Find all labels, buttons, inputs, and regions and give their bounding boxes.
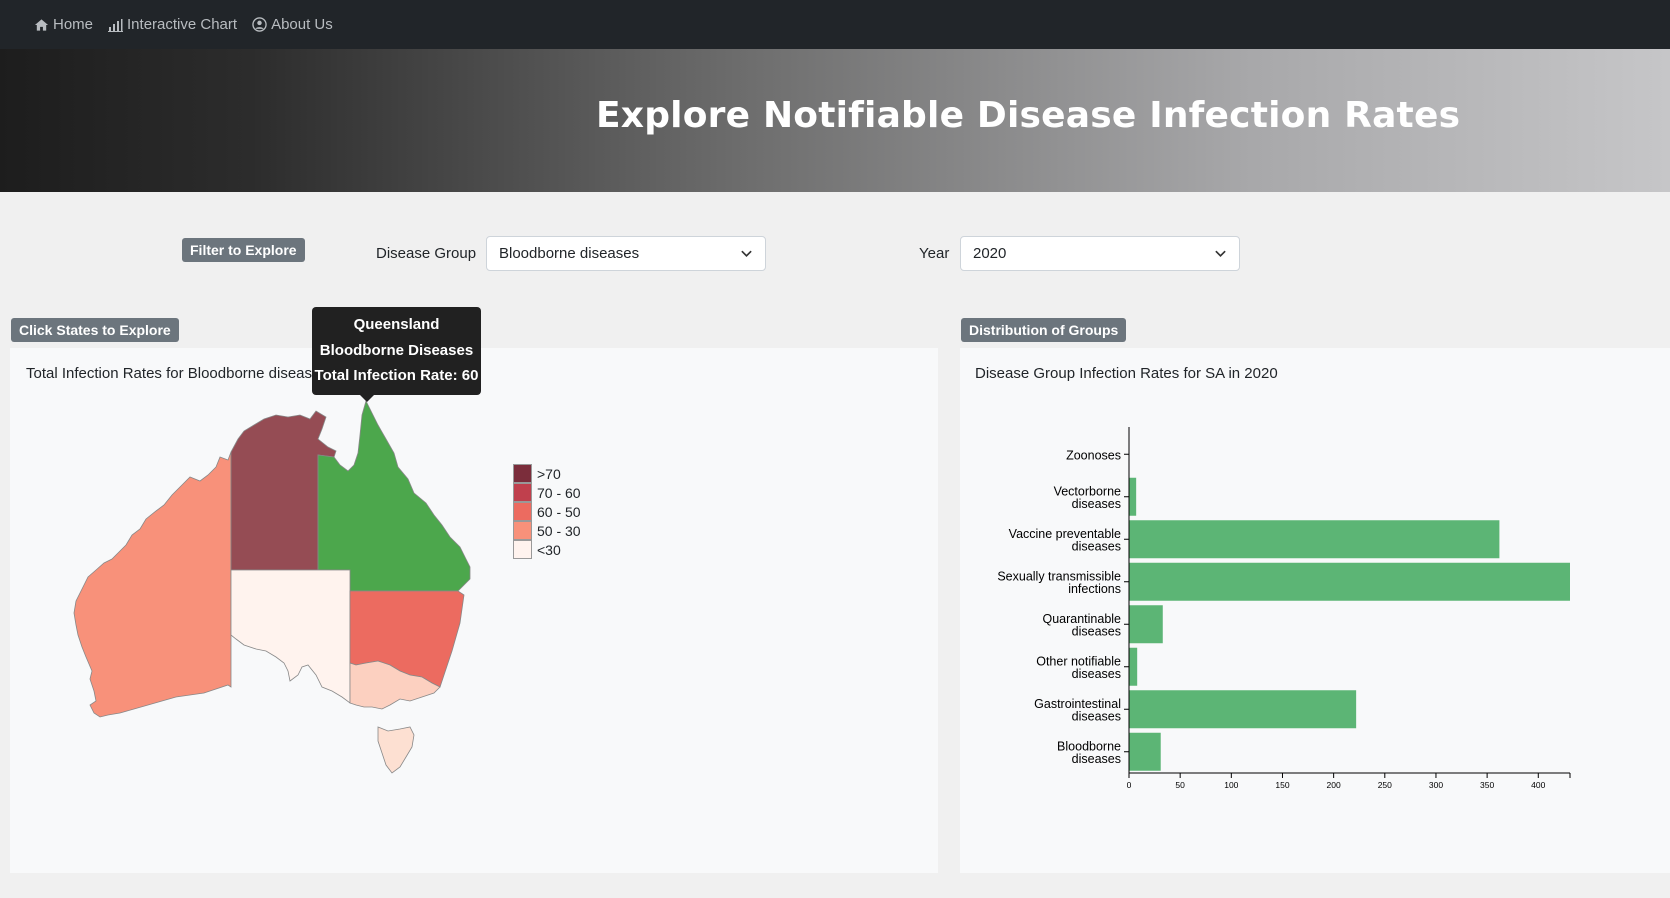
legend-label: 70 - 60 (537, 484, 581, 501)
year-label: Year (919, 245, 950, 262)
map-panel-badge: Click States to Explore (11, 318, 179, 342)
x-tick-label: 400 (1531, 780, 1545, 790)
hero-banner: Explore Notifiable Disease Infection Rat… (0, 49, 1670, 192)
y-tick-label: Gastrointestinal (1034, 697, 1121, 711)
page-title: Explore Notifiable Disease Infection Rat… (596, 95, 1461, 136)
nav-interactive-chart[interactable]: Interactive Chart (108, 16, 237, 33)
user-circle-icon (252, 17, 267, 32)
nav-interactive-chart-label: Interactive Chart (127, 16, 238, 33)
tooltip-group: Bloodborne Diseases (319, 341, 474, 359)
legend-swatch (513, 540, 532, 559)
y-tick-label: diseases (1072, 752, 1121, 766)
x-tick-label: 300 (1429, 780, 1443, 790)
map-legend: >70 70 - 60 60 - 50 50 - 30 <30 (513, 464, 581, 559)
legend-item: 70 - 60 (513, 483, 581, 502)
y-tick-label: Bloodborne (1057, 740, 1121, 754)
disease-group-value: Bloodborne diseases (499, 245, 640, 262)
y-tick-label: diseases (1072, 497, 1121, 511)
disease-group-label: Disease Group (376, 245, 477, 262)
legend-item: 50 - 30 (513, 521, 581, 540)
x-tick-label: 50 (1175, 780, 1185, 790)
y-tick-label: Vaccine preventable (1009, 527, 1121, 541)
state-victoria[interactable] (349, 660, 441, 710)
legend-swatch (513, 502, 532, 521)
chevron-down-icon (1215, 250, 1226, 258)
y-tick-label: Quarantinable (1042, 612, 1121, 626)
y-tick-label: Other notifiable (1036, 655, 1121, 669)
bar (1129, 477, 1137, 516)
tooltip-arrow (360, 395, 374, 402)
legend-label: >70 (537, 465, 561, 482)
disease-group-select[interactable]: Bloodborne diseases (486, 236, 766, 271)
x-tick-label: 150 (1275, 780, 1289, 790)
bar (1129, 562, 1570, 601)
bar (1129, 690, 1357, 729)
state-south-australia[interactable] (230, 569, 351, 704)
legend-swatch (513, 464, 532, 483)
legend-item: 60 - 50 (513, 502, 581, 521)
x-tick-label: 200 (1327, 780, 1341, 790)
legend-label: 60 - 50 (537, 503, 581, 520)
legend-swatch (513, 483, 532, 502)
navbar: Home Interactive Chart About Us (0, 0, 1670, 49)
map-title: Total Infection Rates for Bloodborne dis… (26, 365, 382, 382)
legend-item: <30 (513, 540, 581, 559)
state-tasmania[interactable] (377, 726, 415, 774)
home-icon (34, 18, 49, 31)
state-western-australia[interactable] (73, 451, 232, 718)
x-tick-label: 350 (1480, 780, 1494, 790)
bar-panel-badge: Distribution of Groups (961, 318, 1127, 342)
nav-about-us-label: About Us (271, 16, 333, 33)
chevron-down-icon (741, 250, 752, 258)
x-tick-label: 0 (1127, 780, 1132, 790)
tooltip-rate: Total Infection Rate: 60 (314, 367, 479, 384)
legend-item: >70 (513, 464, 581, 483)
year-value: 2020 (973, 245, 1007, 262)
y-tick-label: Vectorborne (1054, 485, 1121, 499)
filter-badge: Filter to Explore (182, 238, 305, 262)
y-tick-label: Zoonoses (1066, 448, 1121, 462)
legend-swatch (513, 521, 532, 540)
y-tick-label: Sexually transmissible (997, 570, 1121, 584)
bar (1129, 605, 1163, 644)
y-tick-label: diseases (1072, 540, 1121, 554)
nav-about-us[interactable]: About Us (252, 16, 333, 33)
y-tick-label: infections (1068, 582, 1121, 596)
x-tick-label: 250 (1378, 780, 1392, 790)
bar (1129, 732, 1161, 771)
nav-home[interactable]: Home (34, 16, 93, 33)
bar (1129, 647, 1138, 686)
state-tooltip: Queensland Bloodborne Diseases Total Inf… (312, 307, 481, 402)
y-tick-label: diseases (1072, 710, 1121, 724)
x-tick-label: 100 (1224, 780, 1238, 790)
bar-chart-icon (108, 18, 124, 32)
bar (1129, 520, 1500, 559)
tooltip-state: Queensland (353, 316, 440, 333)
legend-label: 50 - 30 (537, 522, 581, 539)
nav-home-label: Home (53, 16, 94, 33)
legend-label: <30 (537, 541, 561, 558)
y-tick-label: diseases (1072, 625, 1121, 639)
y-tick-label: diseases (1072, 667, 1121, 681)
bar-panel (960, 348, 1670, 873)
australia-map (73, 399, 471, 774)
state-queensland[interactable] (317, 399, 471, 592)
year-select[interactable]: 2020 (960, 236, 1240, 271)
bar-title: Disease Group Infection Rates for SA in … (975, 365, 1278, 382)
